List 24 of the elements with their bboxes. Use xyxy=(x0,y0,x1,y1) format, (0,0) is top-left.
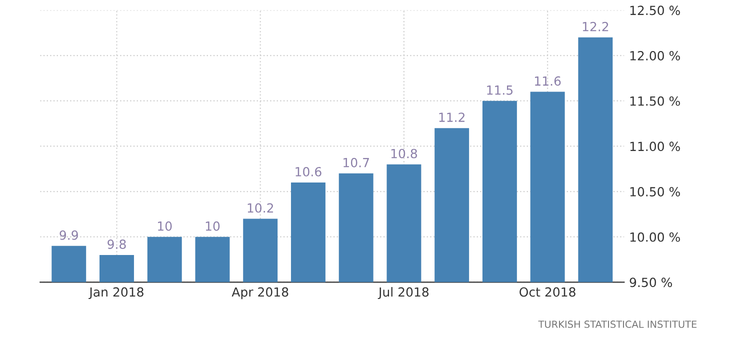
data-label: 11.5 xyxy=(487,86,513,95)
data-label: 9.8 xyxy=(108,239,126,249)
y-tick-label: 10.00 % xyxy=(630,232,680,242)
y-tick-label: 12.00 % xyxy=(630,51,680,60)
data-label: 9.9 xyxy=(60,230,78,240)
x-tick-label: Jul 2018 xyxy=(378,287,429,300)
y-tick-label: 11.00 % xyxy=(630,142,680,152)
data-label: 10.7 xyxy=(344,158,369,168)
data-label: 10.6 xyxy=(296,166,322,176)
data-label: 12.2 xyxy=(582,22,608,32)
y-tick-label: 9.50 % xyxy=(630,278,672,288)
text: TURKISH STATISTICAL INSTITUTE xyxy=(538,320,697,328)
x-tick-label: Jan 2018 xyxy=(88,287,144,300)
y-tick-label: 12.50 % xyxy=(630,6,680,16)
y-tick-label: 10.50 % xyxy=(630,187,680,196)
data-label: 10.2 xyxy=(248,203,274,213)
data-label: 10 xyxy=(206,221,220,231)
data-label: 11.6 xyxy=(535,76,561,86)
data-label: 10.8 xyxy=(391,148,418,158)
data-label: 10 xyxy=(158,221,172,231)
data-label: 11.2 xyxy=(439,112,464,122)
x-tick-label: Oct 2018 xyxy=(520,287,576,297)
x-tick-label: Apr 2018 xyxy=(232,287,288,300)
y-tick-label: 11.50 % xyxy=(630,96,680,106)
